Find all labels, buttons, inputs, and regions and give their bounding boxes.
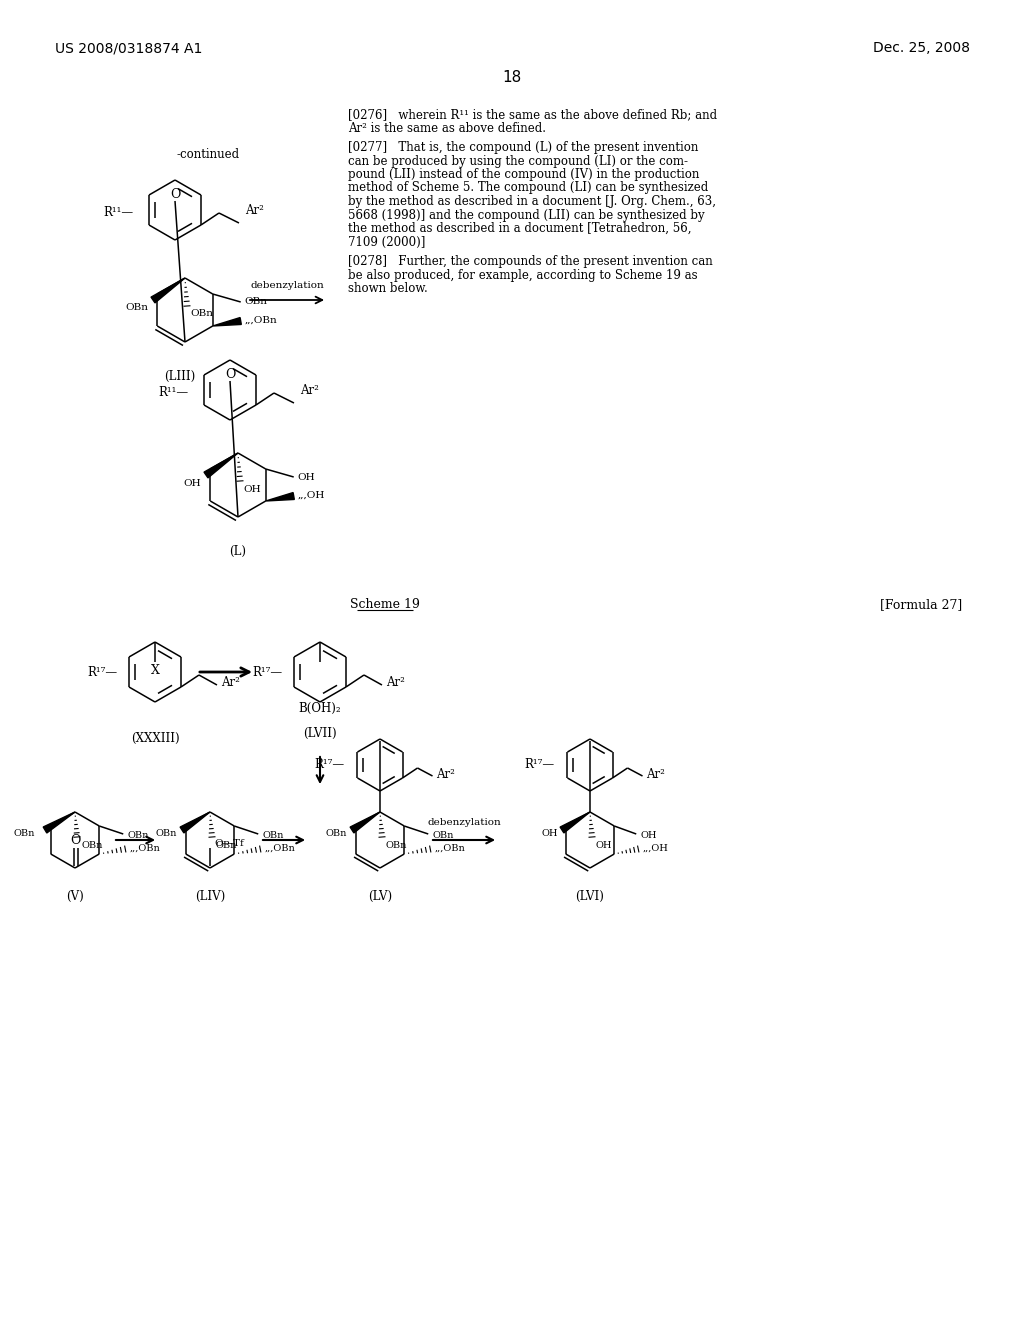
Text: method of Scheme 5. The compound (LI) can be synthesized: method of Scheme 5. The compound (LI) ca… <box>348 181 709 194</box>
Text: [Formula 27]: [Formula 27] <box>880 598 963 611</box>
Text: O: O <box>70 834 80 847</box>
Text: Ar²: Ar² <box>646 768 666 781</box>
Text: OBn: OBn <box>125 304 148 313</box>
Polygon shape <box>43 812 75 833</box>
Text: US 2008/0318874 A1: US 2008/0318874 A1 <box>55 41 203 55</box>
Text: 7109 (2000)]: 7109 (2000)] <box>348 235 425 248</box>
Text: Ar²: Ar² <box>436 768 456 781</box>
Text: -continued: -continued <box>176 148 240 161</box>
Text: OBn: OBn <box>190 309 213 318</box>
Text: pound (LII) instead of the compound (IV) in the production: pound (LII) instead of the compound (IV)… <box>348 168 699 181</box>
Text: OBn: OBn <box>432 830 454 840</box>
Text: debenzylation: debenzylation <box>250 281 324 290</box>
Text: ,,,OBn: ,,,OBn <box>129 843 160 853</box>
Text: be also produced, for example, according to Scheme 19 as: be also produced, for example, according… <box>348 268 697 281</box>
Text: (XXXIII): (XXXIII) <box>131 733 179 744</box>
Text: R¹⁷—: R¹⁷— <box>524 759 554 771</box>
Text: OBn: OBn <box>386 841 408 850</box>
Text: ,,,OH: ,,,OH <box>642 843 668 853</box>
Text: OBn: OBn <box>155 829 176 838</box>
Text: (LV): (LV) <box>368 890 392 903</box>
Text: ,,,OBn: ,,,OBn <box>434 843 465 853</box>
Text: OBn: OBn <box>81 841 102 850</box>
Text: Scheme 19: Scheme 19 <box>350 598 420 611</box>
Text: shown below.: shown below. <box>348 282 428 294</box>
Text: ,,,OH: ,,,OH <box>298 491 325 499</box>
Polygon shape <box>151 279 185 302</box>
Polygon shape <box>180 812 210 833</box>
Polygon shape <box>350 812 380 833</box>
Text: OH: OH <box>298 473 315 482</box>
Text: ,,,OBn: ,,,OBn <box>264 843 295 853</box>
Text: (L): (L) <box>229 545 247 558</box>
Text: 18: 18 <box>503 70 521 86</box>
Text: OH: OH <box>183 479 201 487</box>
Text: OBn: OBn <box>127 830 148 840</box>
Text: X: X <box>151 664 160 676</box>
Text: B(OH)₂: B(OH)₂ <box>299 702 341 715</box>
Text: Ar² is the same as above defined.: Ar² is the same as above defined. <box>348 121 546 135</box>
Text: OBn: OBn <box>262 830 284 840</box>
Text: [0276]   wherein R¹¹ is the same as the above defined Rb; and: [0276] wherein R¹¹ is the same as the ab… <box>348 108 717 121</box>
Text: the method as described in a document [Tetrahedron, 56,: the method as described in a document [T… <box>348 222 691 235</box>
Text: OH: OH <box>640 830 656 840</box>
Text: 5668 (1998)] and the compound (LII) can be synthesized by: 5668 (1998)] and the compound (LII) can … <box>348 209 705 222</box>
Text: [0278]   Further, the compounds of the present invention can: [0278] Further, the compounds of the pre… <box>348 255 713 268</box>
Text: Ar²: Ar² <box>245 205 264 218</box>
Text: OBn: OBn <box>13 829 35 838</box>
Text: R¹¹—: R¹¹— <box>158 385 188 399</box>
Text: R¹⁷—: R¹⁷— <box>252 665 282 678</box>
Text: (V): (V) <box>67 890 84 903</box>
Text: OH: OH <box>596 841 612 850</box>
Polygon shape <box>204 453 238 478</box>
Text: (LVI): (LVI) <box>575 890 604 903</box>
Text: Ar²: Ar² <box>386 676 404 689</box>
Polygon shape <box>265 492 294 502</box>
Text: can be produced by using the compound (LI) or the com-: can be produced by using the compound (L… <box>348 154 688 168</box>
Text: Dec. 25, 2008: Dec. 25, 2008 <box>873 41 970 55</box>
Text: (LIII): (LIII) <box>165 370 196 383</box>
Text: [0277]   That is, the compound (L) of the present invention: [0277] That is, the compound (L) of the … <box>348 141 698 154</box>
Polygon shape <box>560 812 590 833</box>
Text: O—Tf: O—Tf <box>214 840 244 849</box>
Text: OBn: OBn <box>245 297 267 306</box>
Text: R¹⁷—: R¹⁷— <box>314 759 344 771</box>
Text: debenzylation: debenzylation <box>427 818 501 828</box>
Text: by the method as described in a document [J. Org. Chem., 63,: by the method as described in a document… <box>348 195 716 209</box>
Text: R¹⁷—: R¹⁷— <box>87 665 117 678</box>
Polygon shape <box>213 318 242 326</box>
Text: O: O <box>170 187 180 201</box>
Text: Ar²: Ar² <box>300 384 318 397</box>
Text: OBn: OBn <box>325 829 346 838</box>
Text: O: O <box>225 367 236 380</box>
Text: (LVII): (LVII) <box>303 727 337 741</box>
Text: R¹¹—: R¹¹— <box>102 206 133 219</box>
Text: Ar²: Ar² <box>221 676 240 689</box>
Text: (LIV): (LIV) <box>195 890 225 903</box>
Text: OH: OH <box>243 484 261 494</box>
Text: OBn: OBn <box>216 841 238 850</box>
Text: ,,,OBn: ,,,OBn <box>245 315 278 325</box>
Text: OH: OH <box>542 829 558 838</box>
